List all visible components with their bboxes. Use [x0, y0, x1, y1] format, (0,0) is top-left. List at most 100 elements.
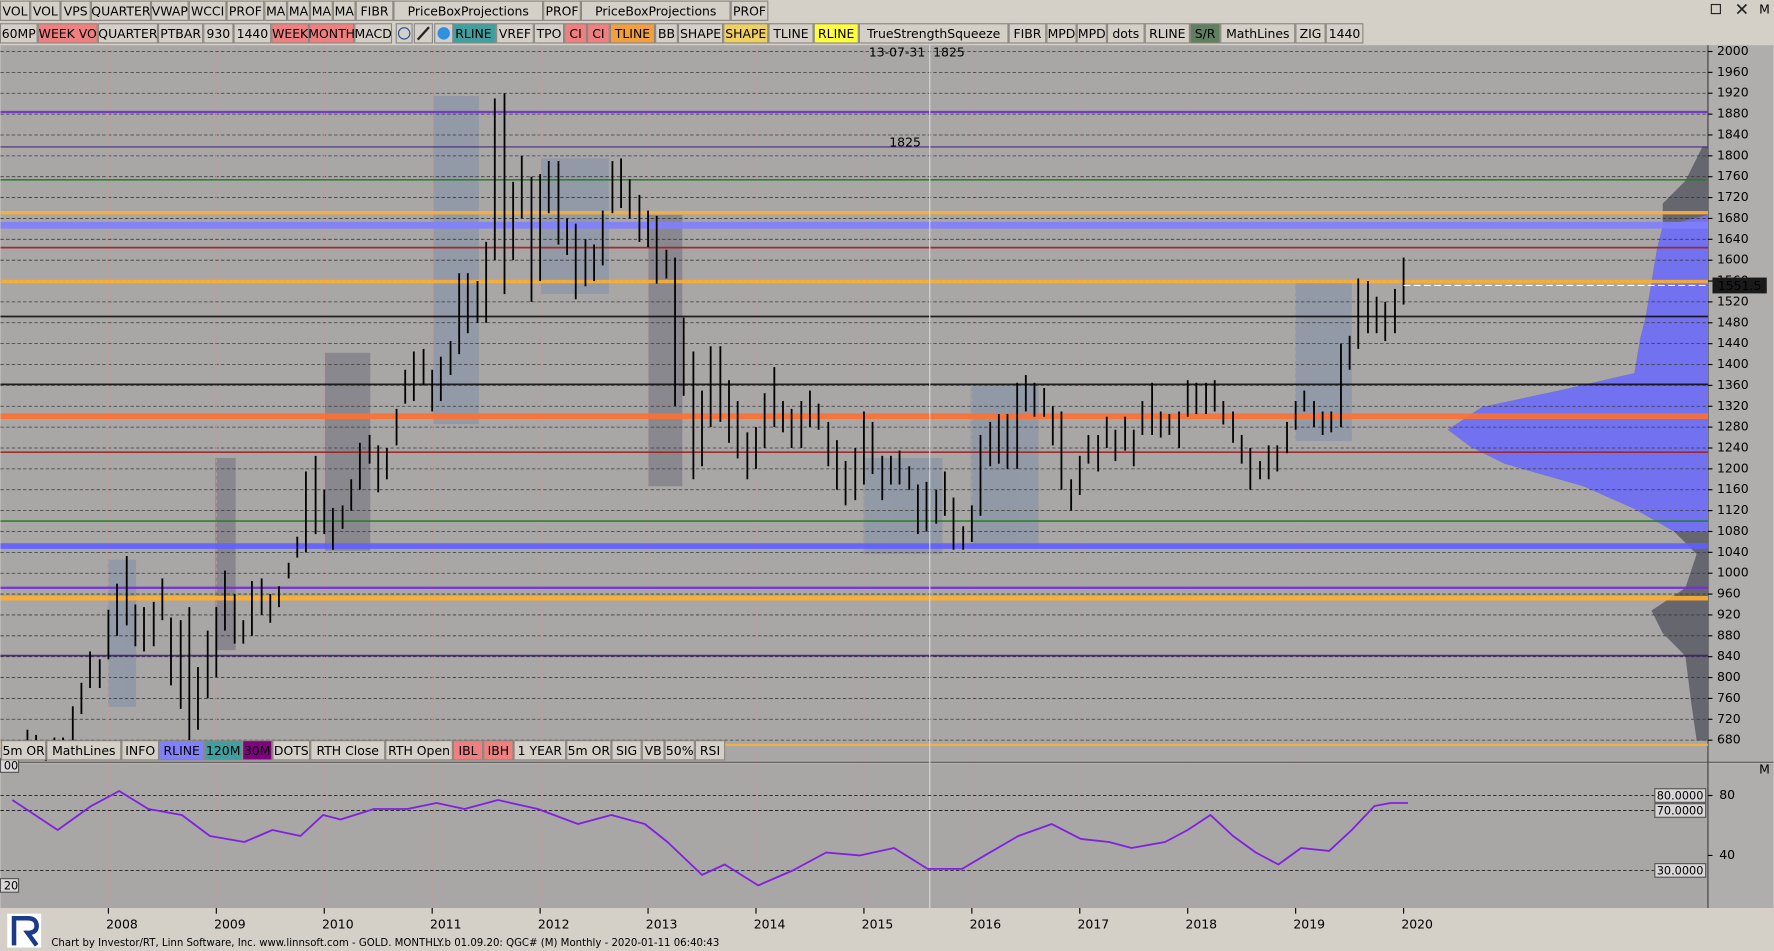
- toolbar-button[interactable]: [677, 23, 724, 44]
- x-tick-label: 2016: [970, 916, 1002, 931]
- toolbar-button[interactable]: [309, 23, 355, 44]
- y-tick-label: 1240: [1717, 439, 1749, 454]
- toolbar-button[interactable]: [204, 740, 243, 761]
- icon[interactable]: [395, 23, 413, 44]
- toolbar-button[interactable]: [0, 23, 38, 44]
- toolbar-button[interactable]: [60, 0, 91, 21]
- reference-label-box: [1654, 788, 1707, 803]
- y-tick-label: 1640: [1717, 231, 1749, 246]
- toolbar-button[interactable]: [233, 23, 272, 44]
- toolbar-button[interactable]: [157, 23, 204, 44]
- reference-label-box: [1654, 803, 1707, 818]
- toolbar-button[interactable]: [1325, 23, 1364, 44]
- x-tick-label: 2017: [1078, 916, 1110, 931]
- toolbar-button[interactable]: [385, 740, 453, 761]
- toolbar-button[interactable]: [564, 23, 587, 44]
- levels: 13-07-31 1825 1825: [0, 45, 1708, 909]
- toolbar-button[interactable]: [393, 0, 544, 21]
- y-tick-label: 1000: [1717, 565, 1749, 580]
- toolbar-button[interactable]: [694, 740, 726, 761]
- toolbar-button-label: TLINE: [772, 26, 808, 41]
- restore-button[interactable]: [1710, 3, 1721, 15]
- x-tick-label: 2012: [538, 916, 570, 931]
- toolbar-button[interactable]: [580, 0, 731, 21]
- toolbar-button[interactable]: [496, 23, 534, 44]
- toolbar-button[interactable]: [723, 23, 769, 44]
- reference-label: 30.0000: [1657, 865, 1704, 878]
- toolbar-button[interactable]: [309, 0, 333, 21]
- toolbar-button-label: VPS: [64, 3, 88, 18]
- toolbar-button[interactable]: [1106, 23, 1145, 44]
- toolbar-button-label: VB: [645, 743, 662, 758]
- toolbar-button-label: CI: [592, 26, 604, 41]
- toolbar-button[interactable]: [188, 0, 227, 21]
- toolbar-button-label: MA: [266, 3, 286, 18]
- toolbar-button[interactable]: [271, 23, 310, 44]
- y-tick-label: 80: [1719, 787, 1735, 802]
- toolbar-button[interactable]: [1189, 23, 1221, 44]
- toolbar-button[interactable]: [452, 740, 484, 761]
- toolbar-button[interactable]: [37, 23, 98, 44]
- toolbar-button[interactable]: [566, 740, 612, 761]
- toolbar-button[interactable]: [354, 23, 393, 44]
- toolbar-button[interactable]: [1046, 23, 1077, 44]
- toolbar-button[interactable]: [287, 0, 310, 21]
- toolbar-button[interactable]: [90, 0, 151, 21]
- toolbar-button[interactable]: [1, 740, 47, 761]
- toolbar-button-label: RTH Close: [316, 743, 378, 758]
- footer: Chart by Investor/RT, Linn Software, Inc…: [51, 938, 719, 949]
- toolbar-button[interactable]: [609, 23, 656, 44]
- close-button[interactable]: [1736, 3, 1748, 15]
- toolbar-button[interactable]: [159, 740, 205, 761]
- toolbar-button[interactable]: [355, 0, 394, 21]
- toolbar-button[interactable]: [332, 0, 356, 21]
- icon-globe: [437, 27, 450, 40]
- toolbar-button[interactable]: [641, 740, 665, 761]
- y-tick-label: 1760: [1717, 168, 1749, 183]
- toolbar-button[interactable]: [1008, 23, 1047, 44]
- toolbar-button[interactable]: [310, 740, 386, 761]
- toolbar-button[interactable]: [813, 23, 859, 44]
- toolbar-button[interactable]: [586, 23, 610, 44]
- toolbar-button[interactable]: [121, 740, 160, 761]
- toolbar-button[interactable]: [46, 740, 122, 761]
- toolbar-button-label: FIBR: [361, 3, 389, 18]
- toolbar-button[interactable]: [150, 0, 189, 21]
- toolbar-button[interactable]: [97, 23, 158, 44]
- toolbar-button[interactable]: [483, 740, 514, 761]
- toolbar-button[interactable]: [1144, 23, 1190, 44]
- toolbar-button[interactable]: [242, 740, 273, 761]
- level-label: 1825: [889, 134, 921, 149]
- reference-label: 80.0000: [1657, 790, 1704, 803]
- toolbar-button[interactable]: [1076, 23, 1107, 44]
- toolbar-button[interactable]: [30, 0, 61, 21]
- y-tick-label: 800: [1717, 669, 1741, 684]
- toolbar-button[interactable]: [1295, 23, 1326, 44]
- toolbar-button-label: PROF: [733, 3, 766, 18]
- toolbar-button-label: TPO: [536, 26, 562, 41]
- toolbar-button[interactable]: [655, 23, 678, 44]
- toolbar-button[interactable]: [664, 740, 695, 761]
- toolbar-button[interactable]: [1220, 23, 1296, 44]
- x-tick-label: 2015: [862, 916, 894, 931]
- toolbar-button-label: TLINE: [614, 26, 650, 41]
- toolbar-button[interactable]: [272, 740, 311, 761]
- toolbar-button[interactable]: [730, 0, 769, 21]
- toolbar-button[interactable]: [264, 0, 288, 21]
- toolbar-button-label: MA: [312, 3, 332, 18]
- toolbar-button[interactable]: [543, 0, 581, 21]
- toolbar-button-label: SHAPE: [680, 26, 721, 41]
- toolbar-button[interactable]: [203, 23, 234, 44]
- toolbar-button[interactable]: [768, 23, 814, 44]
- x-tick-label: 2013: [646, 916, 678, 931]
- toolbar-button[interactable]: [513, 740, 567, 761]
- y-tick-label: 1080: [1717, 523, 1749, 538]
- toolbar-button-label: BB: [658, 26, 675, 41]
- toolbar-button[interactable]: [226, 0, 265, 21]
- toolbar-button[interactable]: [0, 0, 31, 21]
- toolbar-button-label: S/R: [1195, 26, 1216, 41]
- toolbar-button[interactable]: [611, 740, 642, 761]
- toolbar-button[interactable]: [533, 23, 565, 44]
- y-tick-label: 1280: [1717, 419, 1749, 434]
- toolbar-button[interactable]: [858, 23, 1009, 44]
